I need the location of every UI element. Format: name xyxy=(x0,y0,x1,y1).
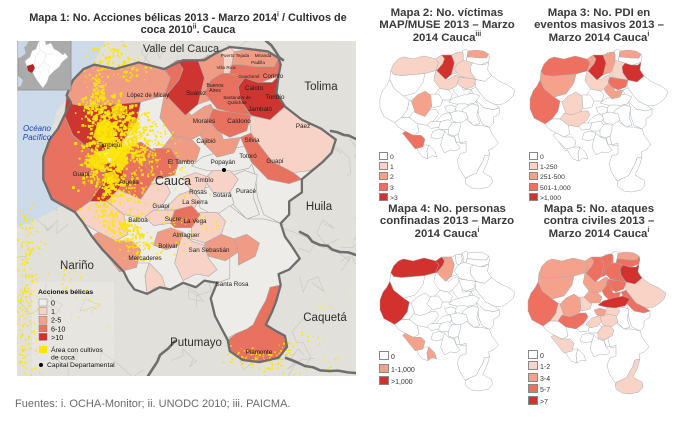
svg-text:Villa Rica: Villa Rica xyxy=(216,65,236,70)
svg-text:0: 0 xyxy=(51,299,55,308)
svg-text:La Vega: La Vega xyxy=(183,218,207,225)
svg-text:Morales: Morales xyxy=(193,118,215,125)
svg-text:Bolívar: Bolívar xyxy=(158,243,178,250)
svg-text:Océano: Océano xyxy=(23,124,52,133)
svg-text:Santa Rosa: Santa Rosa xyxy=(216,281,249,288)
svg-text:Cajibió: Cajibió xyxy=(196,138,216,145)
svg-text:Totoró: Totoró xyxy=(239,153,257,160)
svg-text:Rosas: Rosas xyxy=(189,189,207,196)
svg-text:Caloto: Caloto xyxy=(245,85,264,92)
svg-text:Guapí: Guapí xyxy=(152,203,169,210)
svg-text:El Tambo: El Tambo xyxy=(168,159,195,166)
svg-text:Capital Departamental: Capital Departamental xyxy=(47,362,115,369)
svg-text:Puerto Tejada: Puerto Tejada xyxy=(221,53,250,58)
svg-text:Popayán: Popayán xyxy=(211,159,236,166)
svg-text:Toribío: Toribío xyxy=(266,94,285,101)
svg-text:Tolima: Tolima xyxy=(304,81,338,93)
svg-text:Caldono: Caldono xyxy=(227,118,251,125)
svg-text:Jambaló: Jambaló xyxy=(248,106,272,113)
svg-text:Huila: Huila xyxy=(306,201,333,213)
svg-text:Puracé: Puracé xyxy=(236,188,256,195)
svg-text:Corinto: Corinto xyxy=(263,73,284,80)
svg-text:Nariño: Nariño xyxy=(60,260,94,272)
svg-text:Argelia: Argelia xyxy=(119,179,139,186)
svg-text:Balboa: Balboa xyxy=(128,217,148,224)
svg-text:Caquetá: Caquetá xyxy=(303,312,347,324)
svg-text:San Sebastián: San Sebastián xyxy=(189,247,230,254)
svg-text:Padilla: Padilla xyxy=(251,60,265,65)
svg-text:López de Micay: López de Micay xyxy=(127,93,169,99)
svg-text:Santander de: Santander de xyxy=(223,95,251,100)
svg-text:Área con cultivos: Área con cultivos xyxy=(51,345,103,354)
svg-text:Almaguer: Almaguer xyxy=(173,232,200,239)
svg-text:Acciones bélicas: Acciones bélicas xyxy=(38,289,93,296)
svg-text:de coca: de coca xyxy=(51,355,75,362)
svg-text:Quilichao: Quilichao xyxy=(227,100,247,105)
svg-text:Guapí: Guapí xyxy=(266,158,283,165)
svg-text:Cauca: Cauca xyxy=(155,174,191,188)
svg-text:Piamonte: Piamonte xyxy=(246,349,273,356)
svg-text:6-10: 6-10 xyxy=(51,324,65,333)
svg-text:Páez: Páez xyxy=(296,123,310,130)
svg-text:>10: >10 xyxy=(51,333,63,342)
svg-text:Buenos: Buenos xyxy=(207,83,224,89)
svg-text:Sucre: Sucre xyxy=(165,216,182,223)
svg-text:Timbío: Timbío xyxy=(194,177,214,184)
svg-text:Aires: Aires xyxy=(209,88,221,94)
svg-text:Timbiquí: Timbiquí xyxy=(98,142,122,149)
svg-text:Putumayo: Putumayo xyxy=(170,337,222,349)
svg-text:2-5: 2-5 xyxy=(51,316,61,325)
svg-text:Valle del Cauca: Valle del Cauca xyxy=(143,43,220,55)
svg-text:Mercaderes: Mercaderes xyxy=(128,255,161,262)
svg-text:Sotará: Sotará xyxy=(213,192,232,199)
svg-text:Silvia: Silvia xyxy=(244,137,260,144)
svg-text:Pacífico: Pacífico xyxy=(23,133,52,142)
svg-text:Miranda: Miranda xyxy=(255,53,272,58)
svg-text:1: 1 xyxy=(51,307,55,316)
svg-text:Guapi: Guapi xyxy=(73,171,90,178)
svg-text:Guachené: Guachené xyxy=(238,74,260,79)
svg-text:La Sierra: La Sierra xyxy=(182,199,208,206)
svg-text:Suárez: Suárez xyxy=(186,90,206,97)
